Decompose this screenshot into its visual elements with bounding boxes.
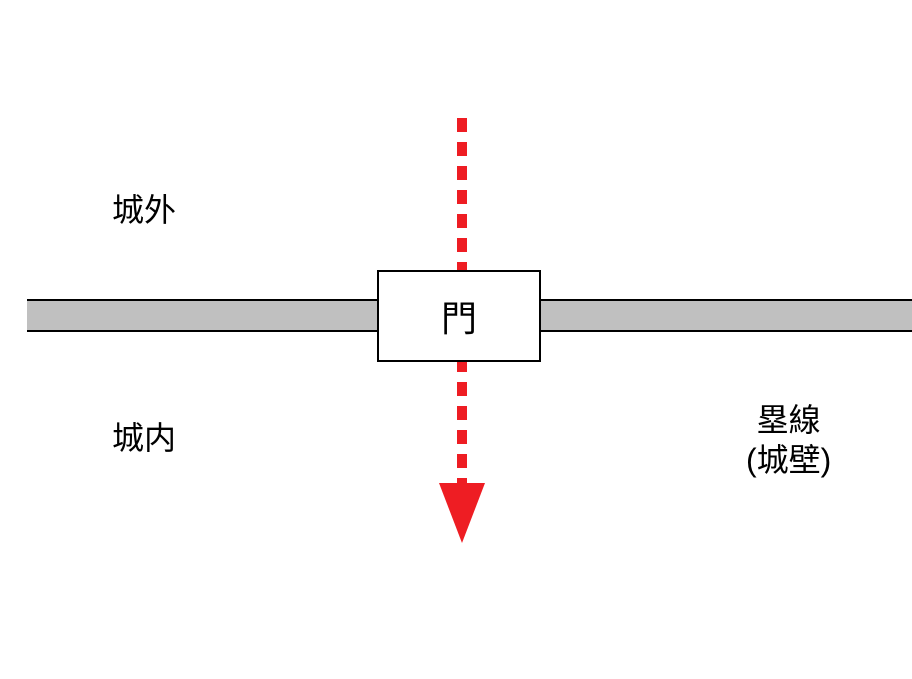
label-wall-caption: 塁線 (城壁) [746, 400, 831, 480]
label-inside: 城内 [112, 418, 176, 458]
wall-segment-left [27, 299, 377, 332]
wall-segment-right [541, 299, 912, 332]
label-outside: 城外 [112, 190, 176, 230]
gate-box: 門 [377, 270, 541, 362]
gate-label: 門 [441, 290, 477, 342]
diagram-canvas: 門 城外 城内 塁線 (城壁) [0, 0, 912, 679]
